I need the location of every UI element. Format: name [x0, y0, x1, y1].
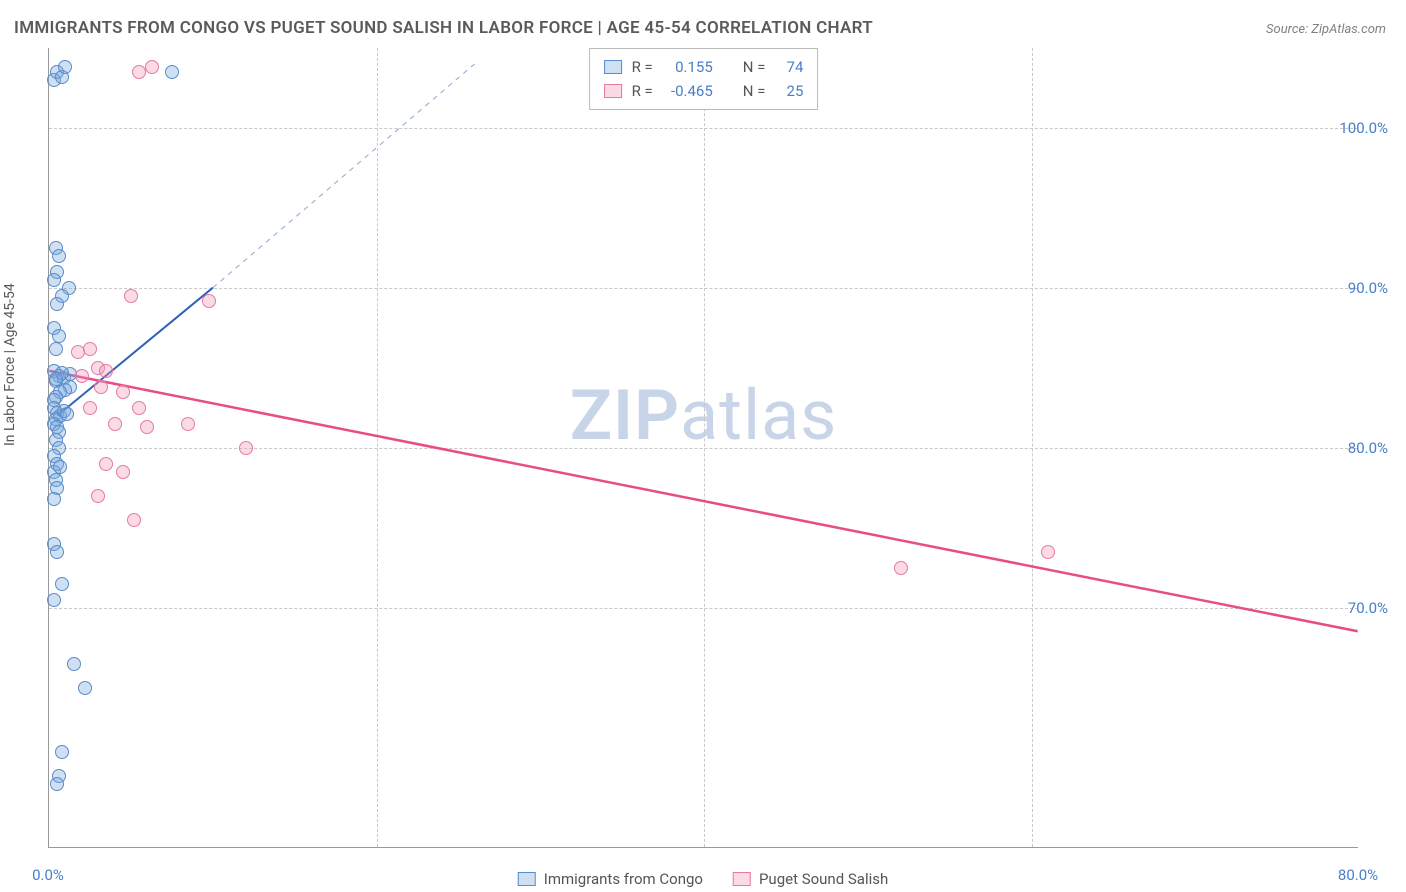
data-point — [1041, 545, 1055, 559]
data-point — [99, 457, 113, 471]
data-point — [52, 249, 66, 263]
series-name: Immigrants from Congo — [544, 870, 703, 888]
r-label: R = — [632, 55, 653, 79]
data-point — [60, 407, 74, 421]
data-point — [75, 369, 89, 383]
correlation-legend: R = 0.155 N = 74 R = -0.465 N = 25 — [589, 48, 819, 110]
trend-line — [49, 371, 1357, 631]
chart-title: IMMIGRANTS FROM CONGO VS PUGET SOUND SAL… — [14, 18, 873, 38]
plot-area: ZIPatlas R =0.155N =74R =-0.465N =25 — [48, 48, 1358, 848]
series-name: Puget Sound Salish — [759, 870, 888, 888]
y-tick-label: 90.0% — [1308, 279, 1388, 297]
data-point — [108, 417, 122, 431]
data-point — [239, 441, 253, 455]
data-point — [94, 380, 108, 394]
data-point — [47, 273, 61, 287]
data-point — [116, 465, 130, 479]
y-tick-label: 70.0% — [1308, 599, 1388, 617]
data-point — [55, 577, 69, 591]
series-legend: Immigrants from Congo Puget Sound Salish — [518, 870, 889, 888]
data-point — [58, 60, 72, 74]
data-point — [165, 65, 179, 79]
y-tick-label: 100.0% — [1308, 119, 1388, 137]
data-point — [140, 420, 154, 434]
n-label: N = — [743, 55, 766, 79]
data-point — [55, 745, 69, 759]
correlation-row: R = 0.155 N = 74 — [604, 55, 804, 79]
data-point — [99, 364, 113, 378]
data-point — [116, 385, 130, 399]
data-point — [132, 401, 146, 415]
data-point — [78, 681, 92, 695]
data-point — [49, 342, 63, 356]
n-value: 25 — [775, 79, 803, 103]
data-point — [202, 294, 216, 308]
data-point — [47, 492, 61, 506]
legend-swatch — [733, 872, 751, 886]
data-point — [50, 297, 64, 311]
source-label: Source: ZipAtlas.com — [1266, 22, 1386, 37]
data-point — [83, 401, 97, 415]
r-value: -0.465 — [663, 79, 713, 103]
series-legend-item: Immigrants from Congo — [518, 870, 703, 888]
trend-line — [213, 64, 475, 288]
correlation-row: R = -0.465 N = 25 — [604, 79, 804, 103]
n-value: 74 — [775, 55, 803, 79]
x-tick-label: 0.0% — [32, 866, 64, 884]
legend-swatch — [604, 84, 622, 98]
data-point — [50, 777, 64, 791]
y-tick-label: 80.0% — [1308, 439, 1388, 457]
x-tick-label: 80.0% — [1338, 866, 1378, 884]
n-label: N = — [743, 79, 766, 103]
data-point — [127, 513, 141, 527]
data-point — [894, 561, 908, 575]
data-point — [132, 65, 146, 79]
y-axis-title: In Labor Force | Age 45-54 — [2, 283, 18, 446]
data-point — [67, 657, 81, 671]
data-point — [83, 342, 97, 356]
data-point — [91, 489, 105, 503]
r-label: R = — [632, 79, 653, 103]
data-point — [124, 289, 138, 303]
data-point — [181, 417, 195, 431]
legend-swatch — [518, 872, 536, 886]
data-point — [145, 60, 159, 74]
r-value: 0.155 — [663, 55, 713, 79]
series-legend-item: Puget Sound Salish — [733, 870, 888, 888]
legend-swatch — [604, 60, 622, 74]
data-point — [47, 593, 61, 607]
data-point — [50, 545, 64, 559]
